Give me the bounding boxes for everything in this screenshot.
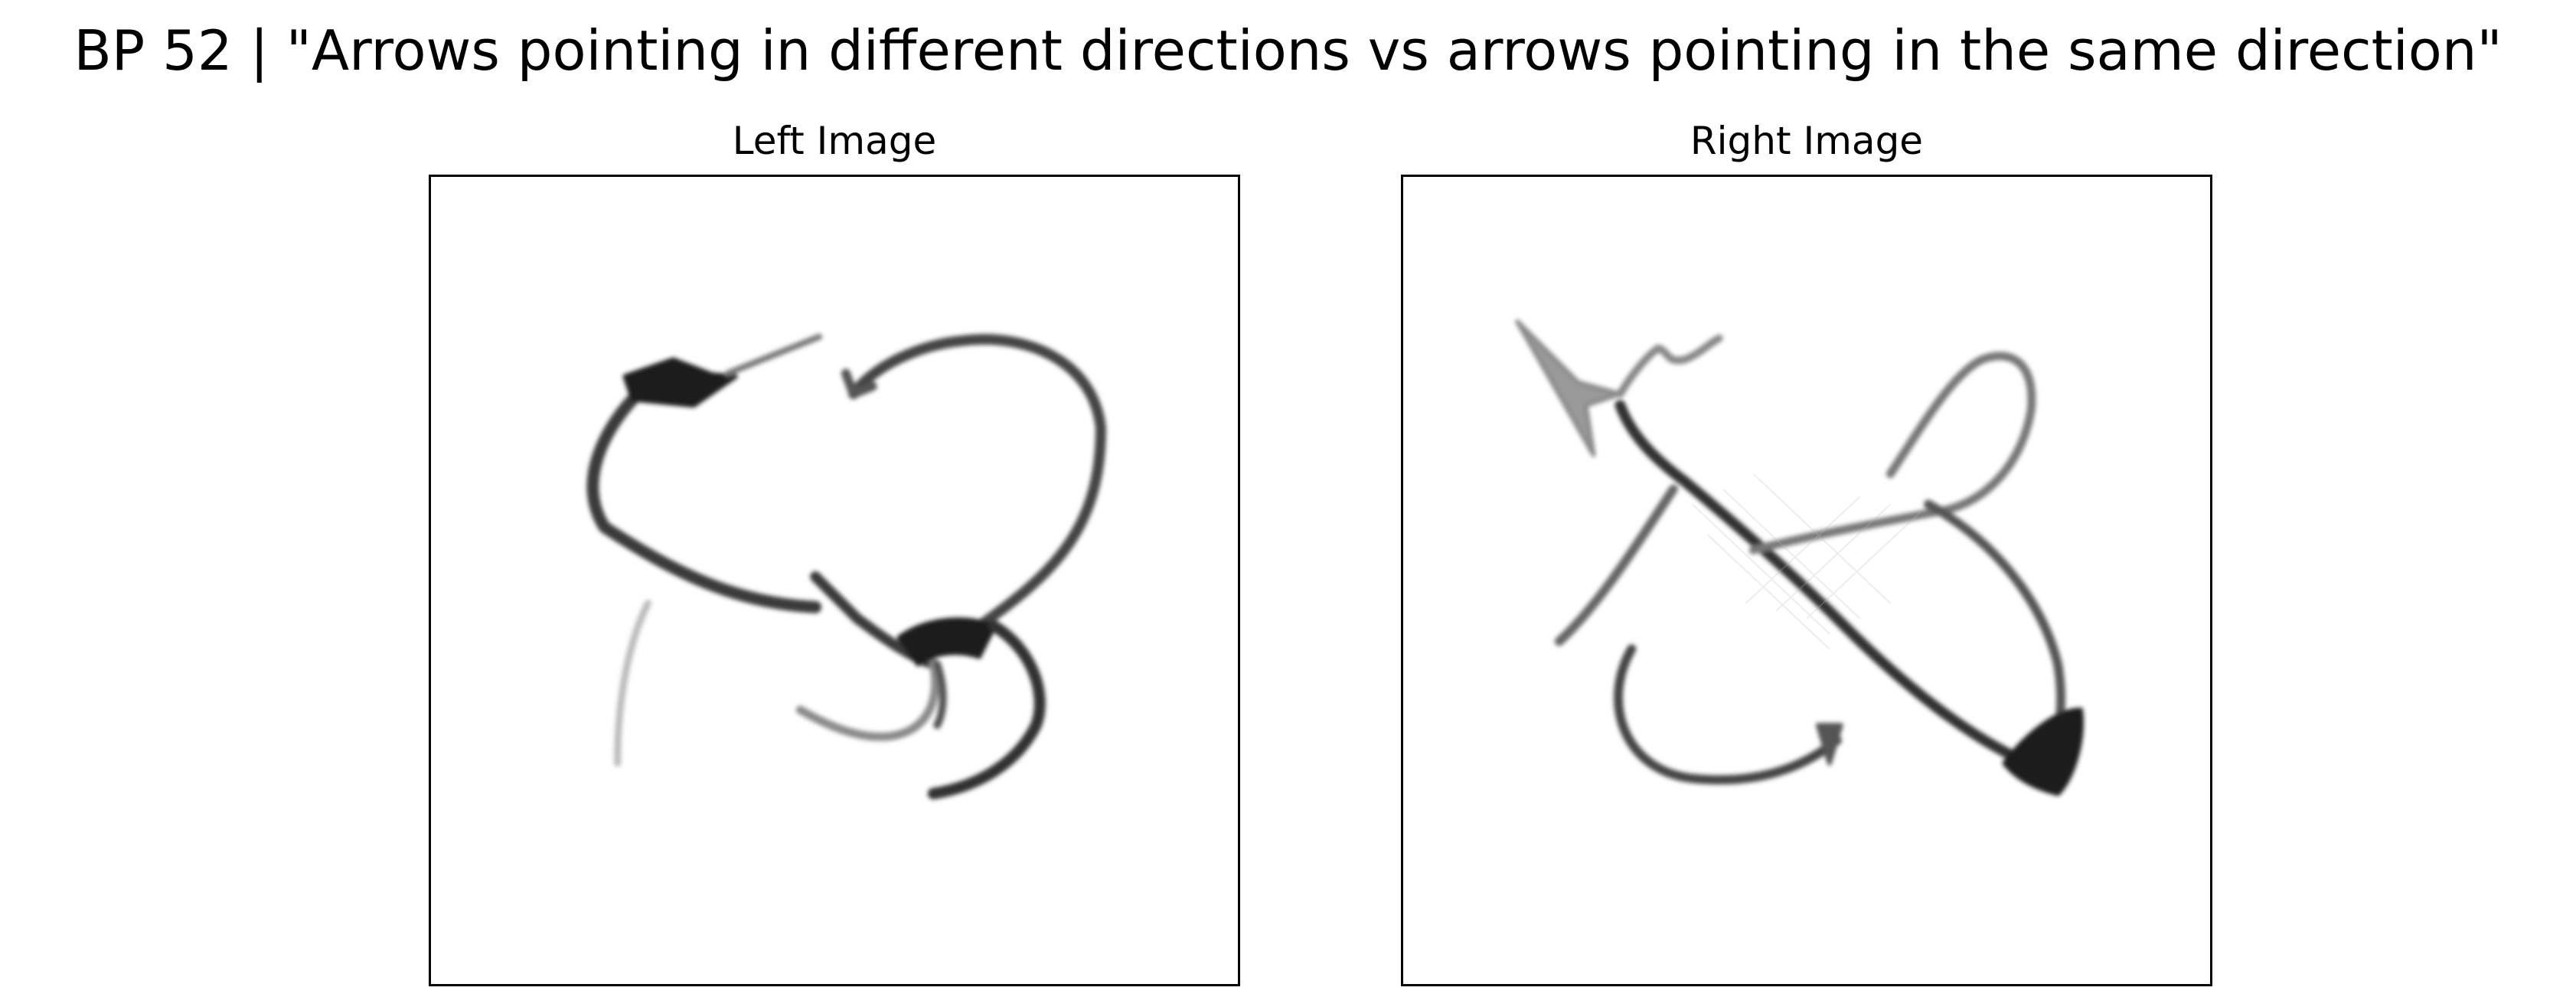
left-arrow-shaft-3 (927, 620, 1046, 799)
left-arrows-drawing (586, 333, 1106, 799)
right-arrow-head-2 (1815, 722, 1843, 766)
left-arrow-head-1 (622, 357, 738, 408)
left-image-panel (429, 175, 1240, 986)
left-arrow-head-3 (896, 617, 997, 667)
right-stroke-u (1614, 644, 1842, 785)
left-arrow-shaft-2 (847, 334, 1106, 632)
left-stroke-short (933, 660, 947, 729)
right-image-panel (1401, 175, 2212, 986)
left-panel-title: Left Image (732, 119, 937, 163)
right-arrow-loop (1748, 351, 2036, 554)
right-arrow-tail-1 (1616, 334, 1723, 398)
right-arrow-head-1 (1515, 319, 1623, 457)
right-stroke-diagonal-2 (1554, 484, 1678, 646)
figure-title: BP 52 | "Arrows pointing in different di… (73, 18, 2503, 83)
left-arrow-head-2 (841, 368, 877, 399)
right-panel-title: Right Image (1690, 119, 1924, 163)
left-arrow-shaft-4 (795, 659, 940, 741)
right-texture (1692, 473, 1921, 650)
left-stroke-faint (614, 600, 651, 767)
right-arrows-drawing (1515, 319, 2084, 796)
left-arrow-shaft-1 (586, 393, 822, 613)
left-arrow-tail-1 (724, 333, 823, 377)
right-arrow-head-3 (2002, 708, 2084, 796)
right-arrow-shaft-1 (1614, 400, 2018, 761)
